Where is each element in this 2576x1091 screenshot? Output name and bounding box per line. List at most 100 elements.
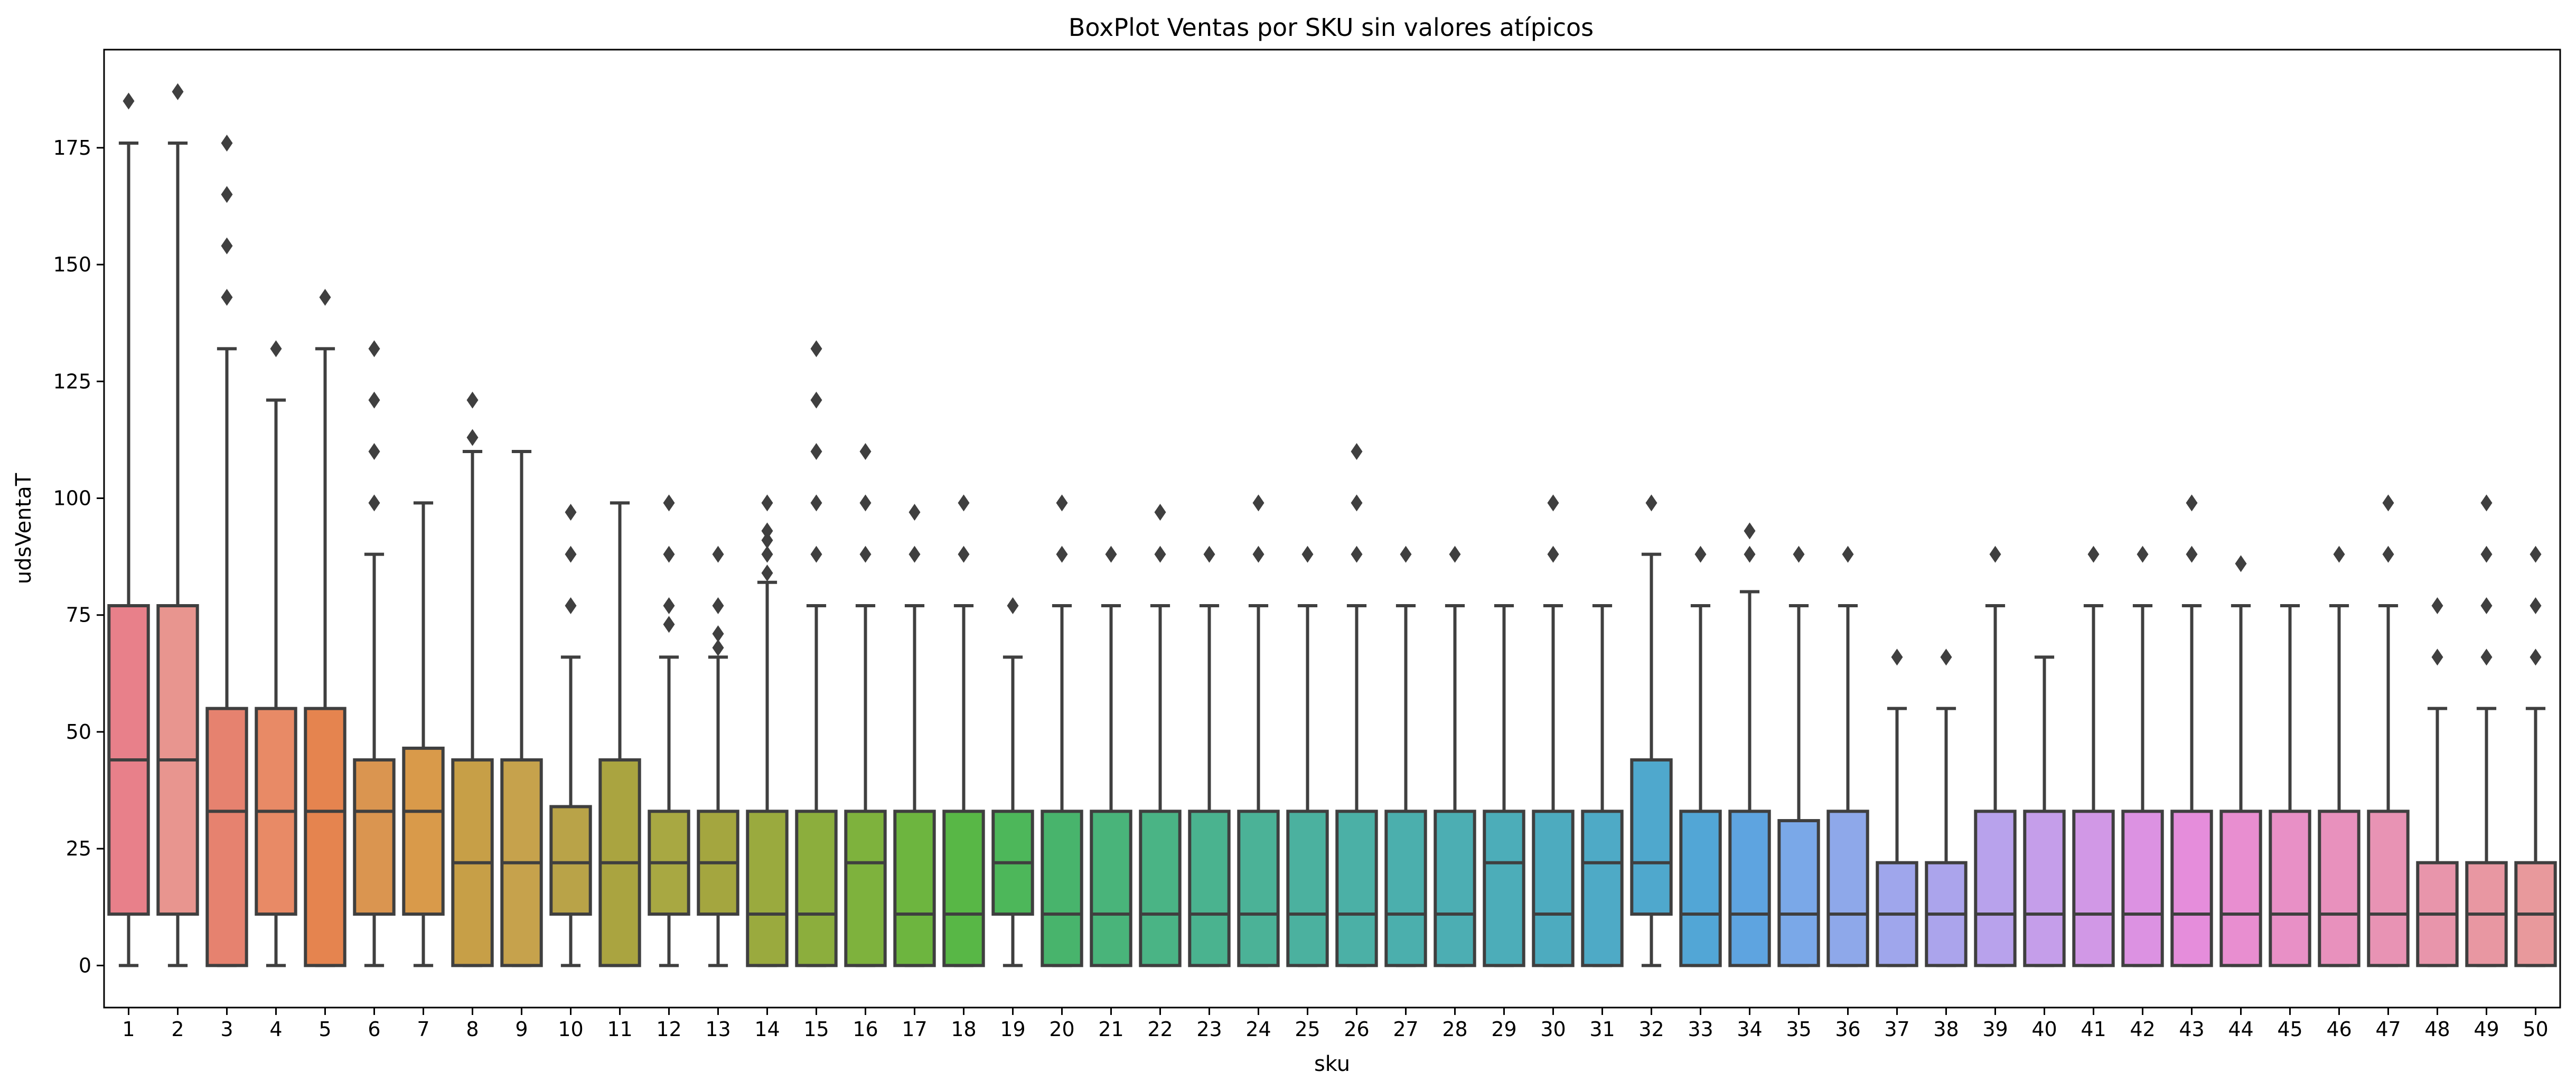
outlier-point: [761, 546, 773, 563]
x-axis-label: sku: [1314, 1052, 1350, 1076]
x-tick-label: 26: [1344, 1018, 1369, 1041]
outlier-point: [2530, 546, 2542, 563]
x-tick-label: 47: [2375, 1018, 2401, 1041]
iqr-box: [1826, 810, 1869, 967]
outlier-point: [1744, 522, 1756, 540]
outlier-point: [761, 532, 773, 549]
y-tick-label: 75: [66, 604, 91, 627]
iqr-box: [1728, 810, 1771, 967]
outlier-point: [761, 522, 773, 540]
outlier-point: [1449, 546, 1461, 563]
outlier-point: [2480, 597, 2493, 615]
box-sku-39: [1974, 546, 2017, 967]
box-sku-41: [2072, 546, 2115, 967]
outlier-point: [2480, 494, 2493, 512]
x-tick-label: 35: [1786, 1018, 1811, 1041]
x-tick-label: 32: [1638, 1018, 1664, 1041]
outlier-point: [761, 494, 773, 512]
x-tick-label: 14: [754, 1018, 780, 1041]
outlier-point: [1056, 494, 1068, 512]
outlier-point: [221, 237, 233, 255]
outlier-point: [565, 504, 577, 521]
box-sku-18: [942, 494, 985, 967]
x-tick-label: 1: [122, 1018, 135, 1041]
box-sku-7: [402, 501, 445, 967]
box-sku-22: [1139, 504, 1182, 967]
outlier-point: [221, 186, 233, 203]
box-sku-37: [1876, 648, 1918, 967]
outlier-point: [172, 83, 184, 100]
box-sku-47: [2367, 494, 2410, 967]
outlier-point: [2480, 546, 2493, 563]
x-tick-label: 6: [368, 1018, 380, 1041]
box-sku-48: [2416, 597, 2459, 967]
box-sku-38: [1925, 648, 1968, 967]
outlier-point: [1547, 494, 1559, 512]
outlier-point: [319, 288, 331, 306]
x-tick-label: 16: [853, 1018, 878, 1041]
outlier-point: [123, 92, 135, 110]
x-axis: 1 2 3 4 5 6 7 8 9 10 11 12 13 14 15 16 17 18 19 20 21 22 23 24 2…: [122, 1008, 2549, 1041]
iqr-box: [746, 810, 789, 967]
x-tick-label: 7: [417, 1018, 429, 1041]
box-sku-23: [1188, 546, 1231, 967]
iqr-box: [549, 805, 592, 916]
iqr-box: [2367, 810, 2410, 967]
outlier-point: [368, 443, 380, 460]
outlier-point: [1400, 546, 1412, 563]
iqr-box: [2170, 810, 2213, 967]
outlier-point: [2382, 546, 2394, 563]
outlier-point: [221, 288, 233, 306]
y-tick-label: 0: [79, 954, 91, 977]
iqr-box: [2269, 810, 2311, 967]
box-sku-24: [1237, 494, 1280, 967]
x-tick-label: 50: [2523, 1018, 2548, 1041]
x-tick-label: 39: [1982, 1018, 2008, 1041]
box-sku-32: [1630, 494, 1673, 967]
x-tick-label: 11: [607, 1018, 632, 1041]
outlier-point: [663, 546, 675, 563]
iqr-box: [1139, 810, 1182, 967]
iqr-box: [1286, 810, 1329, 967]
x-tick-label: 43: [2179, 1018, 2204, 1041]
outlier-point: [1301, 546, 1314, 563]
x-tick-label: 10: [558, 1018, 583, 1041]
x-tick-label: 46: [2326, 1018, 2352, 1041]
plot-area: [107, 83, 2557, 967]
box-sku-20: [1041, 494, 1083, 967]
y-tick-label: 150: [53, 253, 91, 276]
box-sku-33: [1679, 546, 1722, 967]
iqr-box: [1384, 810, 1427, 967]
iqr-box: [1237, 810, 1280, 967]
outlier-point: [368, 391, 380, 409]
y-tick-label: 50: [66, 720, 91, 744]
x-tick-label: 48: [2424, 1018, 2450, 1041]
box-sku-12: [648, 494, 690, 967]
outlier-point: [712, 639, 724, 656]
iqr-box: [1581, 810, 1624, 967]
y-tick-label: 25: [66, 837, 91, 860]
outlier-point: [1744, 546, 1756, 563]
x-tick-label: 21: [1098, 1018, 1123, 1041]
x-tick-label: 37: [1884, 1018, 1909, 1041]
x-tick-label: 31: [1589, 1018, 1615, 1041]
x-tick-label: 30: [1540, 1018, 1566, 1041]
outlier-point: [810, 391, 822, 409]
outlier-point: [761, 565, 773, 582]
outlier-point: [368, 494, 380, 512]
box-sku-31: [1581, 604, 1624, 967]
outlier-point: [2137, 546, 2149, 563]
box-sku-42: [2121, 546, 2164, 967]
iqr-box: [1090, 810, 1132, 967]
box-sku-5: [304, 288, 346, 967]
box-sku-45: [2269, 604, 2311, 967]
box-sku-14: [746, 494, 789, 967]
box-sku-19: [991, 597, 1034, 967]
outlier-point: [1105, 546, 1117, 563]
outlier-point: [1056, 546, 1068, 563]
box-sku-43: [2170, 494, 2213, 967]
y-tick-label: 100: [53, 486, 91, 510]
outlier-point: [1351, 494, 1363, 512]
outlier-point: [2530, 597, 2542, 615]
iqr-box: [942, 810, 985, 967]
